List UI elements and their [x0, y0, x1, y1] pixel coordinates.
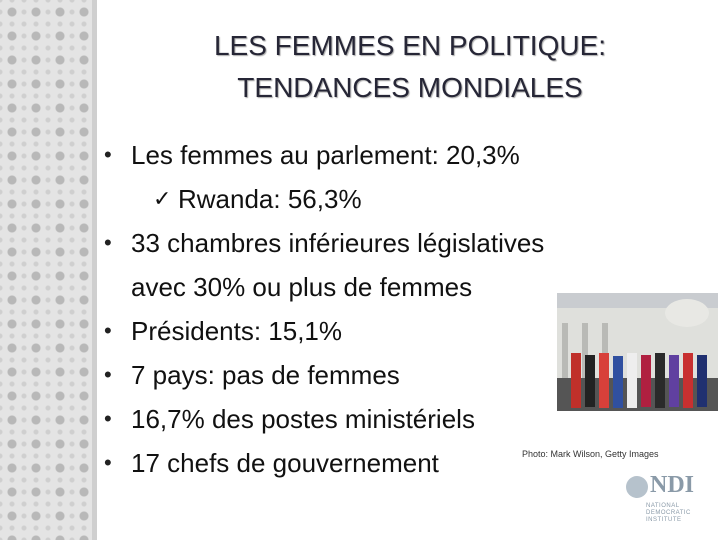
bullet-text: 7 pays: pas de femmes: [131, 360, 400, 390]
bullet-text: 17 chefs de gouvernement: [131, 448, 439, 478]
bullet-dot: •: [104, 230, 112, 255]
bullet-text: Les femmes au parlement: 20,3%: [131, 140, 520, 170]
decorative-strip: [0, 0, 92, 540]
photo: [557, 293, 718, 411]
bullet-dot: •: [104, 362, 112, 387]
logo-name: NDI: [650, 472, 695, 498]
bullet-dot: •: [104, 318, 112, 343]
decorative-border: [92, 0, 97, 540]
photo-column: [582, 323, 588, 378]
photo-steps: [557, 378, 718, 411]
logo-full-line: NATIONAL: [646, 503, 680, 509]
check-mark: ✓: [153, 186, 172, 211]
sub-bullet-text: Rwanda: 56,3%: [178, 184, 362, 214]
logo-full-line: INSTITUTE: [646, 517, 682, 523]
photo-column: [562, 323, 568, 378]
photo-people: [571, 353, 707, 408]
bullet-text: avec 30% ou plus de femmes: [131, 272, 473, 302]
bullet-dot: •: [104, 450, 112, 475]
logo-full-line: DEMOCRATIC: [646, 510, 691, 516]
photo-column: [602, 323, 608, 378]
photo-credit: Photo: Mark Wilson, Getty Images: [522, 449, 659, 459]
bullet-text: Présidents: 15,1%: [131, 316, 343, 346]
bullet-dot: •: [104, 142, 112, 167]
title-line: TENDANCES MONDIALES: [237, 72, 583, 103]
photo-dome: [665, 299, 709, 327]
bullet-text: 16,7% des postes ministériels: [131, 404, 475, 434]
logo-globe: [626, 476, 648, 498]
bullet-dot: •: [104, 406, 112, 431]
title-line: LES FEMMES EN POLITIQUE:: [213, 30, 607, 61]
bullet-text: 33 chambres inférieures législatives: [131, 228, 545, 258]
